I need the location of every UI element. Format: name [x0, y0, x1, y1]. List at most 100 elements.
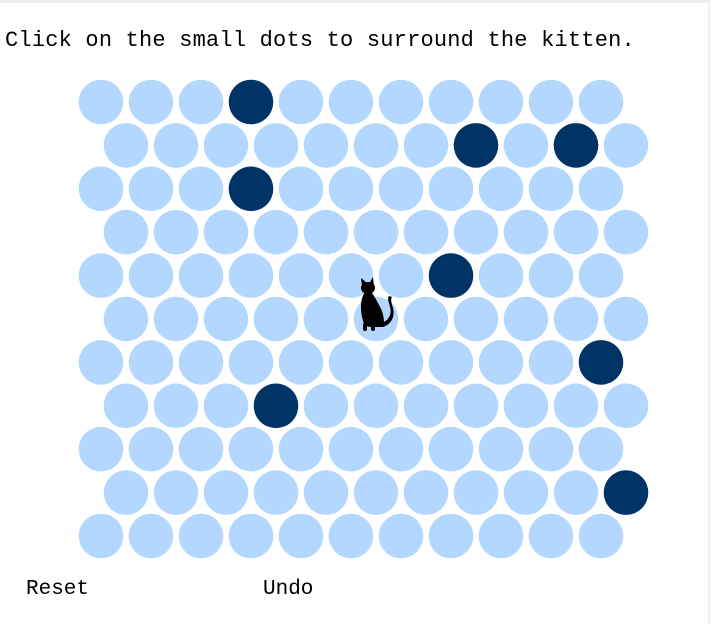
empty-dot[interactable]: [328, 79, 374, 125]
empty-dot[interactable]: [403, 296, 449, 342]
empty-dot[interactable]: [103, 296, 149, 342]
empty-dot[interactable]: [128, 340, 174, 385]
empty-dot[interactable]: [303, 383, 349, 429]
empty-dot[interactable]: [153, 296, 199, 342]
empty-dot[interactable]: [428, 79, 474, 125]
empty-dot[interactable]: [478, 426, 524, 472]
empty-dot[interactable]: [78, 426, 124, 472]
empty-dot[interactable]: [453, 296, 499, 342]
empty-dot[interactable]: [278, 426, 324, 472]
empty-dot[interactable]: [603, 296, 649, 342]
empty-dot[interactable]: [203, 470, 249, 515]
empty-dot[interactable]: [428, 166, 474, 212]
blocked-dot[interactable]: [553, 123, 599, 168]
blocked-dot[interactable]: [253, 383, 299, 429]
empty-dot[interactable]: [353, 383, 399, 429]
empty-dot[interactable]: [78, 166, 124, 212]
empty-dot[interactable]: [153, 209, 199, 255]
empty-dot[interactable]: [378, 513, 424, 559]
empty-dot[interactable]: [428, 513, 474, 559]
empty-dot[interactable]: [103, 383, 149, 429]
empty-dot[interactable]: [278, 253, 324, 298]
blocked-dot[interactable]: [603, 470, 649, 515]
empty-dot[interactable]: [478, 166, 524, 212]
blocked-dot[interactable]: [428, 253, 474, 298]
empty-dot[interactable]: [278, 79, 324, 125]
empty-dot[interactable]: [503, 383, 549, 429]
empty-dot[interactable]: [278, 340, 324, 385]
empty-dot[interactable]: [478, 340, 524, 385]
empty-dot[interactable]: [128, 426, 174, 472]
empty-dot[interactable]: [228, 340, 274, 385]
empty-dot[interactable]: [578, 513, 624, 559]
empty-dot[interactable]: [378, 426, 424, 472]
empty-dot[interactable]: [78, 513, 124, 559]
empty-dot[interactable]: [353, 209, 399, 255]
empty-dot[interactable]: [178, 426, 224, 472]
empty-dot[interactable]: [403, 383, 449, 429]
empty-dot[interactable]: [553, 383, 599, 429]
empty-dot[interactable]: [378, 79, 424, 125]
empty-dot[interactable]: [228, 253, 274, 298]
empty-dot[interactable]: [178, 340, 224, 385]
empty-dot[interactable]: [378, 166, 424, 212]
empty-dot[interactable]: [203, 209, 249, 255]
reset-button[interactable]: Reset: [26, 578, 90, 601]
empty-dot[interactable]: [278, 513, 324, 559]
blocked-dot[interactable]: [453, 123, 499, 168]
empty-dot[interactable]: [603, 209, 649, 255]
empty-dot[interactable]: [303, 123, 349, 168]
blocked-dot[interactable]: [228, 79, 274, 125]
empty-dot[interactable]: [153, 383, 199, 429]
empty-dot[interactable]: [78, 340, 124, 385]
empty-dot[interactable]: [478, 79, 524, 125]
empty-dot[interactable]: [553, 209, 599, 255]
empty-dot[interactable]: [403, 470, 449, 515]
empty-dot[interactable]: [228, 513, 274, 559]
empty-dot[interactable]: [328, 166, 374, 212]
empty-dot[interactable]: [103, 123, 149, 168]
empty-dot[interactable]: [128, 253, 174, 298]
empty-dot[interactable]: [278, 166, 324, 212]
empty-dot[interactable]: [203, 123, 249, 168]
empty-dot[interactable]: [553, 296, 599, 342]
empty-dot[interactable]: [528, 253, 574, 298]
empty-dot[interactable]: [253, 470, 299, 515]
empty-dot[interactable]: [578, 253, 624, 298]
empty-dot[interactable]: [78, 79, 124, 125]
undo-button[interactable]: Undo: [263, 578, 314, 601]
empty-dot[interactable]: [303, 470, 349, 515]
empty-dot[interactable]: [303, 209, 349, 255]
empty-dot[interactable]: [503, 123, 549, 168]
empty-dot[interactable]: [528, 166, 574, 212]
empty-dot[interactable]: [328, 340, 374, 385]
empty-dot[interactable]: [128, 79, 174, 125]
empty-dot[interactable]: [428, 340, 474, 385]
empty-dot[interactable]: [453, 209, 499, 255]
empty-dot[interactable]: [153, 123, 199, 168]
empty-dot[interactable]: [203, 296, 249, 342]
empty-dot[interactable]: [503, 470, 549, 515]
empty-dot[interactable]: [253, 296, 299, 342]
empty-dot[interactable]: [178, 166, 224, 212]
empty-dot[interactable]: [403, 209, 449, 255]
empty-dot[interactable]: [328, 426, 374, 472]
empty-dot[interactable]: [178, 513, 224, 559]
empty-dot[interactable]: [578, 79, 624, 125]
blocked-dot[interactable]: [228, 166, 274, 212]
empty-dot[interactable]: [528, 426, 574, 472]
empty-dot[interactable]: [403, 123, 449, 168]
empty-dot[interactable]: [378, 340, 424, 385]
blocked-dot[interactable]: [578, 340, 624, 385]
empty-dot[interactable]: [103, 470, 149, 515]
empty-dot[interactable]: [578, 166, 624, 212]
empty-dot[interactable]: [528, 79, 574, 125]
empty-dot[interactable]: [603, 123, 649, 168]
empty-dot[interactable]: [78, 253, 124, 298]
empty-dot[interactable]: [228, 426, 274, 472]
empty-dot[interactable]: [378, 253, 424, 298]
empty-dot[interactable]: [353, 123, 399, 168]
empty-dot[interactable]: [603, 383, 649, 429]
empty-dot[interactable]: [503, 296, 549, 342]
empty-dot[interactable]: [128, 513, 174, 559]
